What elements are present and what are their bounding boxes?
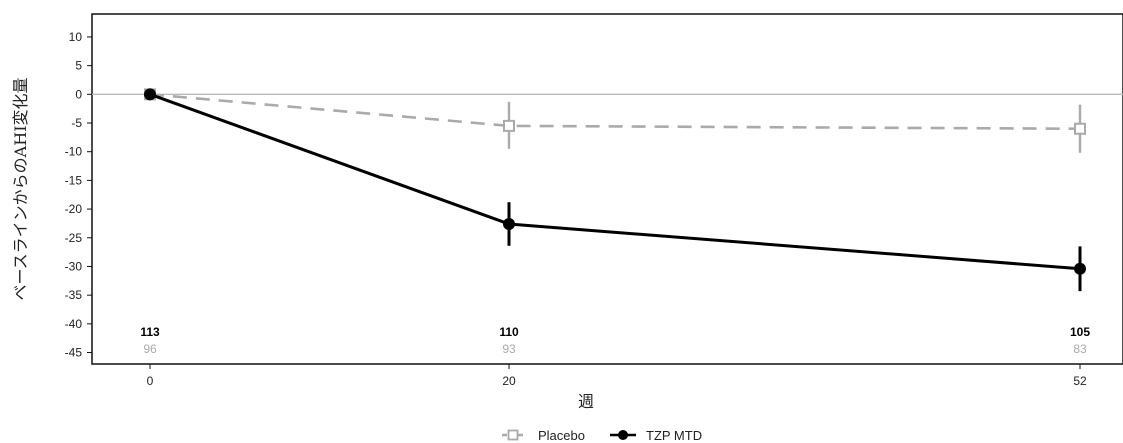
y-tick-label: -10 — [65, 145, 83, 159]
legend-label-placebo: Placebo — [538, 428, 585, 443]
plot-frame — [91, 13, 1123, 365]
y-tick-label: -45 — [65, 346, 83, 360]
y-axis-label: ベースラインからのAHI変化量 — [11, 77, 30, 300]
n-at-risk-layer: 113 96 110 93 105 83 — [140, 325, 1090, 356]
x-tick-label: 0 — [147, 374, 154, 388]
x-tick-label: 20 — [502, 374, 516, 388]
series-line — [149, 93, 1081, 131]
data-point — [503, 119, 515, 132]
series-layer — [144, 88, 1086, 292]
n-at-risk-tzp-mtd: 105 — [1070, 325, 1090, 339]
y-axis: 10 5 0 -5 -10 -15 -20 -25 -30 -35 -40 -45 — [65, 30, 92, 360]
n-at-risk-tzp-mtd: 113 — [140, 325, 160, 339]
y-tick-label: -40 — [65, 317, 83, 331]
n-at-risk-placebo: 93 — [502, 342, 516, 356]
y-tick-label: 5 — [75, 59, 82, 73]
n-at-risk-placebo: 83 — [1073, 342, 1087, 356]
n-at-risk-tzp-mtd: 110 — [499, 325, 519, 339]
y-tick-label: 10 — [69, 30, 83, 44]
series-line — [149, 92, 1081, 271]
legend: Placebo TZP MTD — [502, 428, 702, 443]
y-tick-label: 0 — [75, 87, 82, 101]
x-axis: 0 20 52 — [147, 364, 1087, 388]
y-tick-label: -35 — [65, 288, 83, 302]
x-axis-label: 週 — [578, 392, 594, 411]
x-tick-label: 52 — [1073, 374, 1087, 388]
data-point — [1074, 262, 1086, 275]
n-at-risk-placebo: 96 — [143, 342, 157, 356]
legend-item-placebo: Placebo — [502, 428, 585, 443]
series-tzp-mtd — [144, 88, 1086, 292]
legend-item-tzp-mtd: TZP MTD — [610, 428, 702, 443]
data-point — [1074, 122, 1086, 135]
legend-label-tzp-mtd: TZP MTD — [646, 428, 702, 443]
y-tick-label: -30 — [65, 259, 83, 273]
y-tick-label: -5 — [71, 116, 82, 130]
data-point — [144, 88, 156, 101]
legend-placebo-marker — [507, 429, 519, 441]
legend-tzp-marker — [618, 430, 628, 440]
y-tick-label: -25 — [65, 231, 83, 245]
y-tick-label: -20 — [65, 202, 83, 216]
data-point — [503, 218, 515, 230]
y-tick-label: -15 — [65, 173, 83, 187]
